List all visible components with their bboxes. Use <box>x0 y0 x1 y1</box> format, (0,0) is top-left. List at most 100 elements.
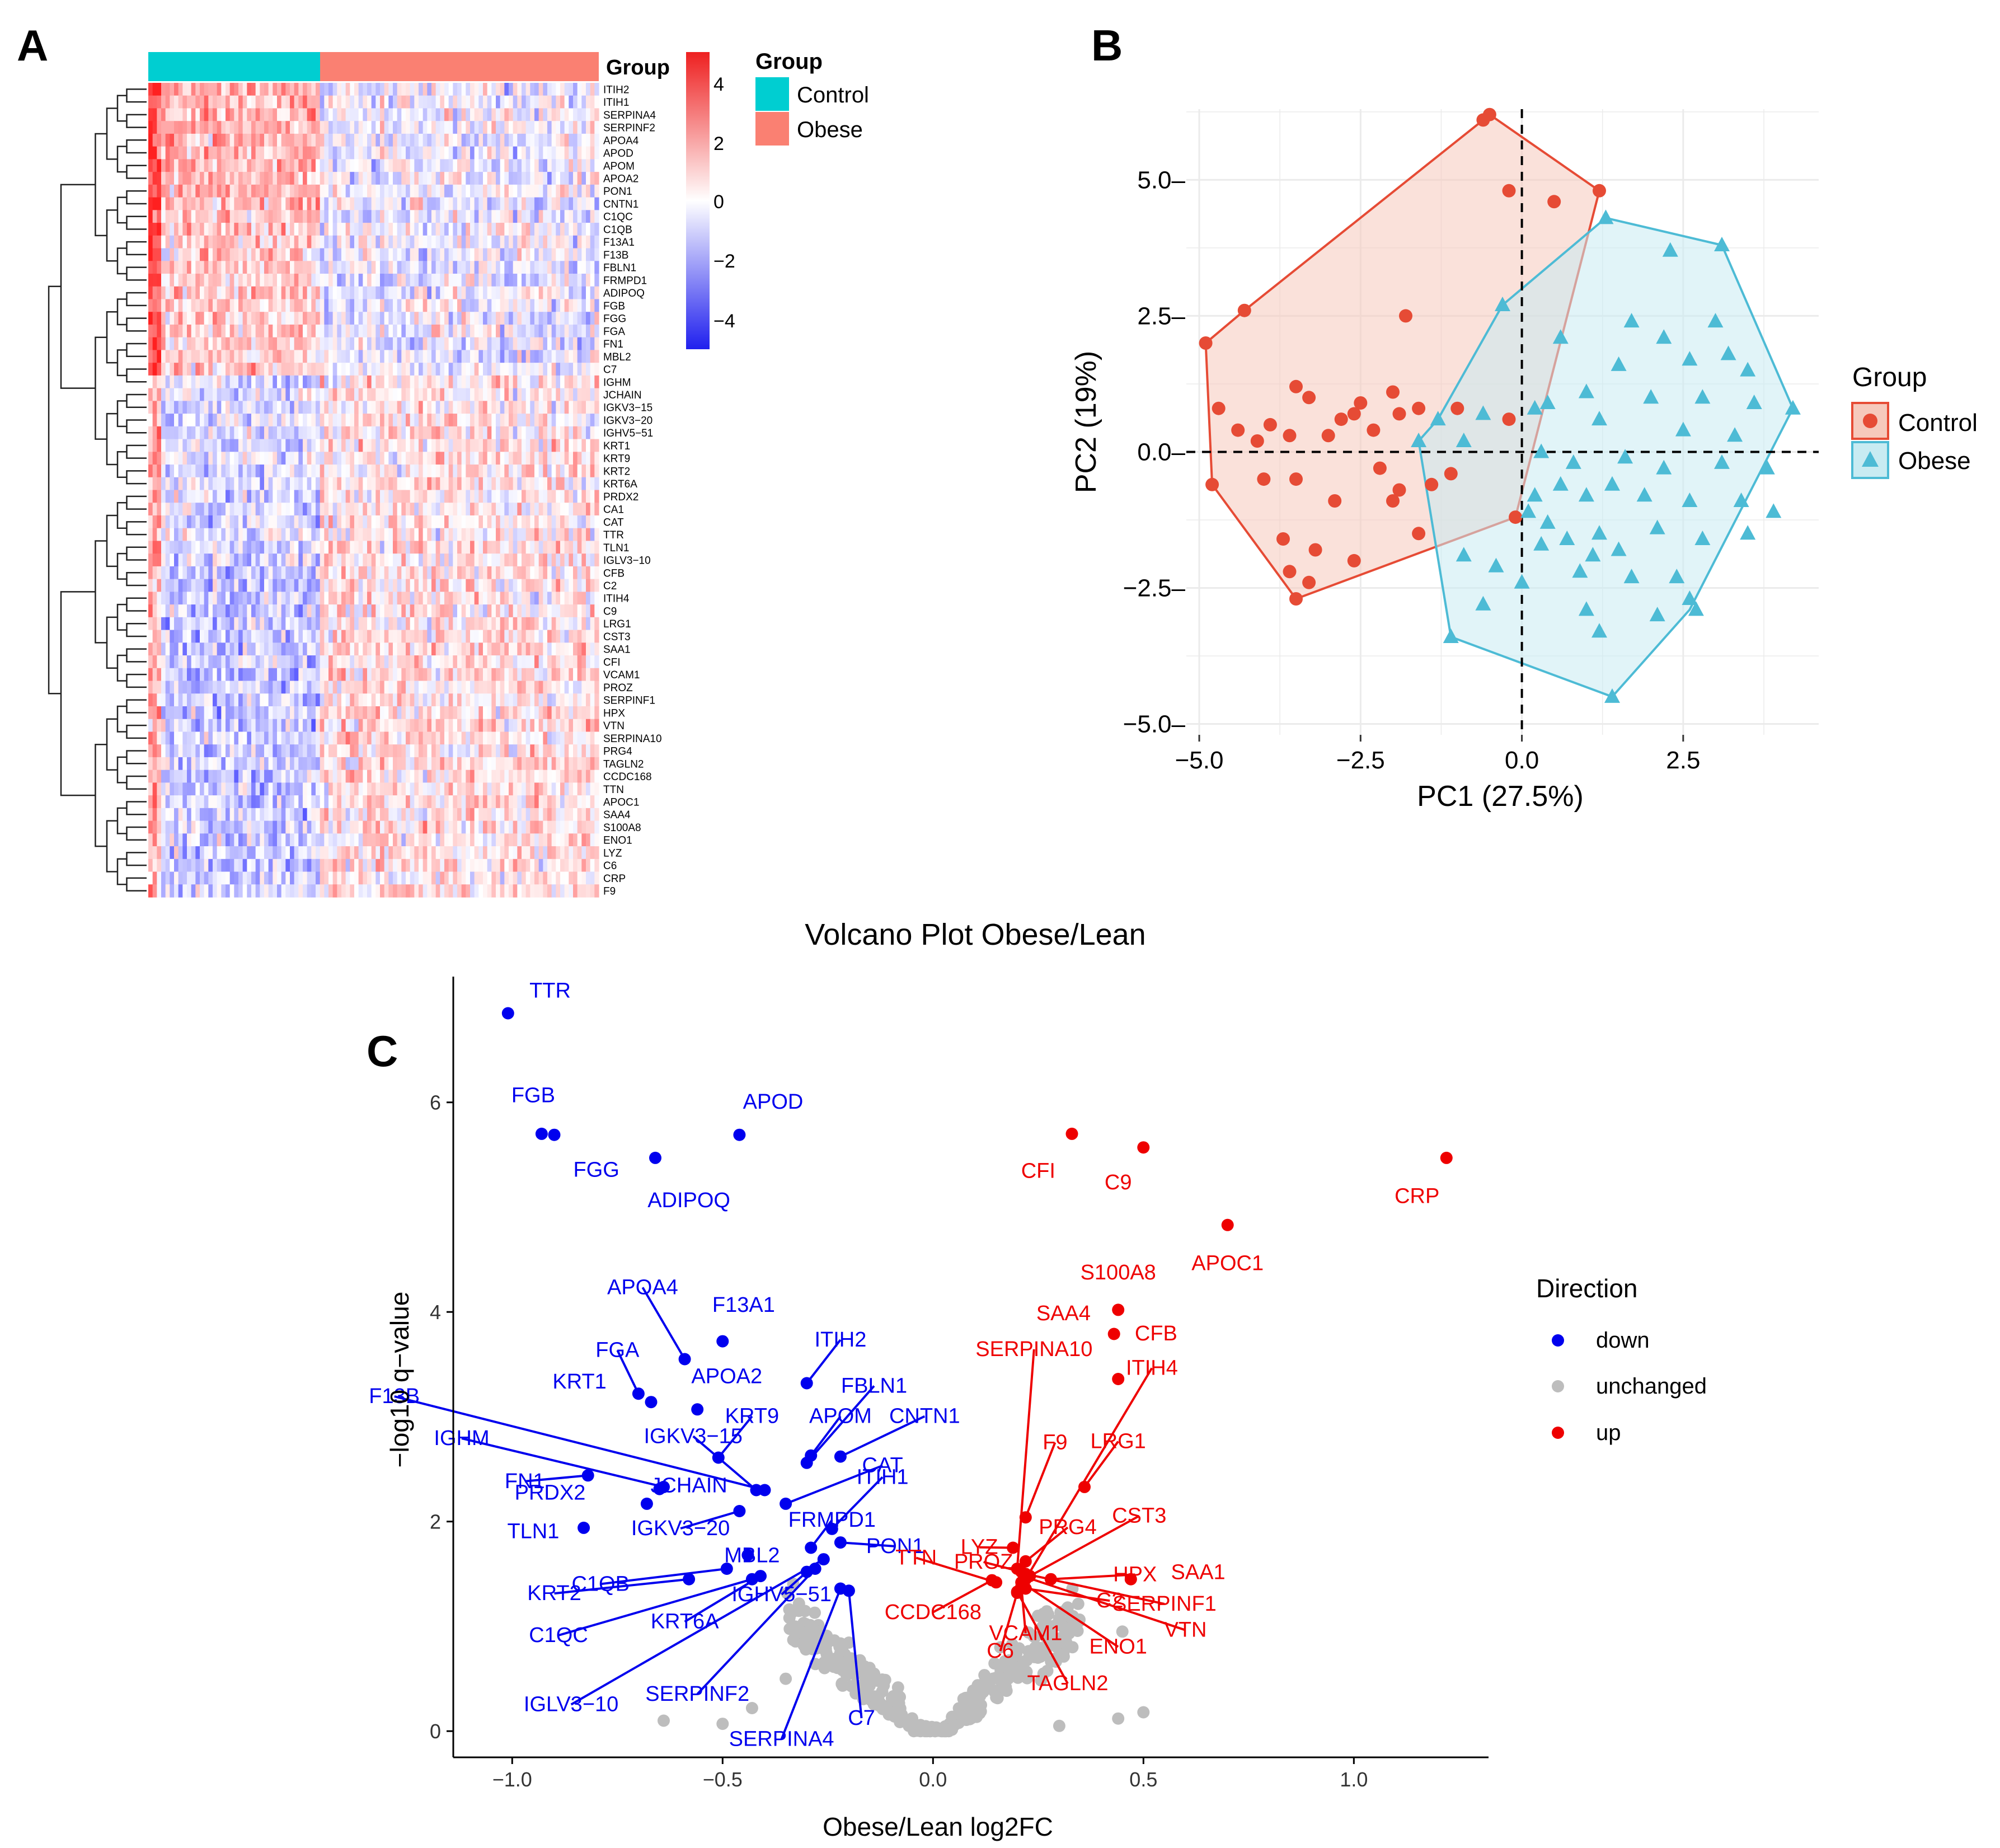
heatmap-cell <box>281 108 286 121</box>
heatmap-cell <box>466 452 471 465</box>
heatmap-cell <box>298 312 303 325</box>
heatmap-cell <box>350 604 355 618</box>
heatmap-cell <box>375 146 381 160</box>
heatmap-cell <box>543 465 548 478</box>
heatmap-cell <box>440 286 445 300</box>
heatmap-cell <box>242 414 247 427</box>
heatmap-cell <box>530 286 535 300</box>
heatmap-cell <box>388 477 393 491</box>
heatmap-cell <box>337 108 342 121</box>
heatmap-cell <box>195 414 200 427</box>
heatmap-cell <box>513 133 518 147</box>
heatmap-cell <box>380 604 385 618</box>
dendrogram-branch <box>106 209 118 262</box>
heatmap-cell <box>414 108 419 121</box>
heatmap-cell <box>285 375 290 389</box>
heatmap-cell <box>448 83 453 96</box>
heatmap-cell <box>350 350 355 363</box>
heatmap-cell <box>453 121 458 134</box>
heatmap-cell <box>560 108 565 121</box>
heatmap-cell <box>328 95 334 109</box>
heatmap-cell <box>178 133 183 147</box>
heatmap-cell <box>440 388 445 401</box>
heatmap-cell <box>590 490 595 503</box>
heatmap-cell <box>182 617 187 631</box>
heatmap-cell <box>457 554 462 567</box>
heatmap-cell <box>328 642 334 656</box>
heatmap-cell <box>384 554 389 567</box>
heatmap-cell <box>453 108 458 121</box>
heatmap-cell <box>422 95 428 109</box>
heatmap-cell <box>388 439 393 452</box>
heatmap-cell <box>457 337 462 351</box>
heatmap-cell <box>491 490 496 503</box>
heatmap-cell <box>422 617 428 631</box>
heatmap-cell <box>328 274 334 287</box>
heatmap-cell <box>414 184 419 198</box>
heatmap-cell <box>581 604 586 618</box>
heatmap-cell <box>388 452 393 465</box>
heatmap-cell <box>234 375 239 389</box>
heatmap-cell <box>251 172 256 185</box>
heatmap-cell <box>551 668 556 682</box>
heatmap-cell <box>380 95 385 109</box>
heatmap-cell <box>200 235 205 249</box>
heatmap-cell <box>157 630 162 643</box>
heatmap-cell <box>264 261 269 274</box>
heatmap-cell <box>226 159 231 172</box>
heatmap-cell <box>461 554 466 567</box>
heatmap-cell <box>594 465 599 478</box>
heatmap-cell <box>504 274 509 287</box>
heatmap-cell <box>573 108 578 121</box>
heatmap-cell <box>414 401 419 414</box>
heatmap-cell <box>316 630 321 643</box>
heatmap-cell <box>320 159 325 172</box>
heatmap-cell <box>461 503 466 516</box>
heatmap-cell <box>358 541 363 554</box>
heatmap-cell <box>303 414 308 427</box>
heatmap-cell <box>238 324 243 338</box>
heatmap-cell <box>200 414 205 427</box>
heatmap-cell <box>273 541 278 554</box>
heatmap-cell <box>491 146 496 160</box>
heatmap-cell <box>427 642 432 656</box>
heatmap-cell <box>594 388 599 401</box>
heatmap-cell <box>251 235 256 249</box>
heatmap-cell <box>337 121 342 134</box>
heatmap-cell <box>543 604 548 618</box>
heatmap-cell <box>530 235 535 249</box>
heatmap-cell <box>547 363 552 376</box>
heatmap-cell <box>393 121 398 134</box>
heatmap-cell <box>577 324 582 338</box>
heatmap-cell <box>422 541 428 554</box>
heatmap-cell <box>345 388 350 401</box>
heatmap-cell <box>178 566 183 580</box>
heatmap-cell <box>538 375 543 389</box>
heatmap-cell <box>187 592 192 605</box>
heatmap-cell <box>328 515 334 529</box>
heatmap-cell <box>427 286 432 300</box>
heatmap-cell <box>221 668 226 682</box>
heatmap-cell <box>204 299 209 312</box>
heatmap-cell <box>161 146 166 160</box>
heatmap-cell <box>504 324 509 338</box>
heatmap-cell <box>187 172 192 185</box>
heatmap-cell <box>320 108 325 121</box>
heatmap-cell <box>534 554 539 567</box>
heatmap-cell <box>187 414 192 427</box>
heatmap-cell <box>483 197 488 210</box>
heatmap-cell <box>260 490 265 503</box>
heatmap-cell <box>496 184 501 198</box>
heatmap-cell <box>397 121 402 134</box>
heatmap-cell <box>590 108 595 121</box>
heatmap-cell <box>217 642 222 656</box>
heatmap-cell <box>496 477 501 491</box>
heatmap-cell <box>371 579 376 592</box>
heatmap-cell <box>358 465 363 478</box>
heatmap-cell <box>522 133 527 147</box>
heatmap-cell <box>170 604 175 618</box>
heatmap-cell <box>195 312 200 325</box>
heatmap-cell <box>332 337 337 351</box>
heatmap-cell <box>577 528 582 542</box>
heatmap-cell <box>487 261 492 274</box>
